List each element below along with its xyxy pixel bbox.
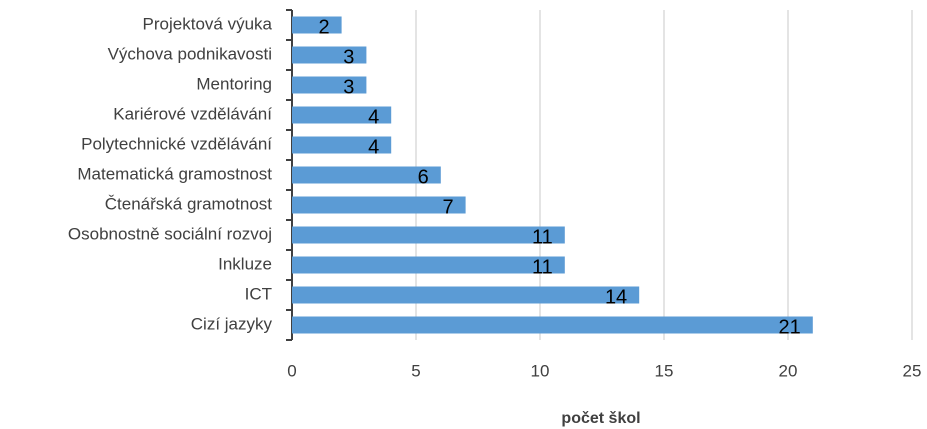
data-label: 2 — [318, 16, 329, 38]
y-tick-label: Čtenářská gramotnost — [105, 194, 273, 213]
x-tick-label: 10 — [531, 361, 550, 380]
x-tick-label: 25 — [903, 361, 922, 380]
x-tick-label: 0 — [287, 361, 296, 380]
x-tick-label: 20 — [779, 361, 798, 380]
x-tick-label: 5 — [411, 361, 420, 380]
bar — [292, 76, 367, 94]
bar — [292, 256, 565, 274]
bar — [292, 196, 466, 214]
data-label: 6 — [418, 166, 429, 188]
y-tick-label: ICT — [245, 284, 272, 303]
y-tick-label: Matematická gramostnost — [77, 164, 272, 183]
y-tick-label: Kariérové vzdělávání — [113, 104, 272, 123]
y-tick-label: Inkluze — [218, 254, 272, 273]
y-tick-label: Projektová výuka — [143, 14, 273, 33]
x-axis-title: počet škol — [561, 410, 640, 427]
data-label: 3 — [343, 46, 354, 68]
data-label: 11 — [532, 226, 553, 248]
bar — [292, 166, 441, 184]
bar — [292, 316, 813, 334]
bar — [292, 106, 392, 124]
data-label: 3 — [343, 76, 354, 98]
y-tick-label: Polytechnické vzdělávání — [81, 134, 272, 153]
data-label: 7 — [442, 196, 453, 218]
y-tick-label: Cizí jazyky — [191, 314, 273, 333]
data-label: 4 — [368, 136, 379, 158]
bar — [292, 46, 367, 64]
bar — [292, 226, 565, 244]
bar — [292, 136, 392, 154]
y-tick-label: Mentoring — [196, 74, 272, 93]
y-tick-label: Osobnostně sociální rozvoj — [68, 224, 272, 243]
data-label: 11 — [532, 256, 553, 278]
data-label: 21 — [779, 316, 801, 338]
data-label: 14 — [605, 286, 627, 308]
data-label: 4 — [368, 106, 379, 128]
x-tick-label: 15 — [655, 361, 674, 380]
y-tick-label: Výchova podnikavosti — [108, 44, 272, 63]
bar — [292, 16, 342, 34]
bar — [292, 286, 640, 304]
